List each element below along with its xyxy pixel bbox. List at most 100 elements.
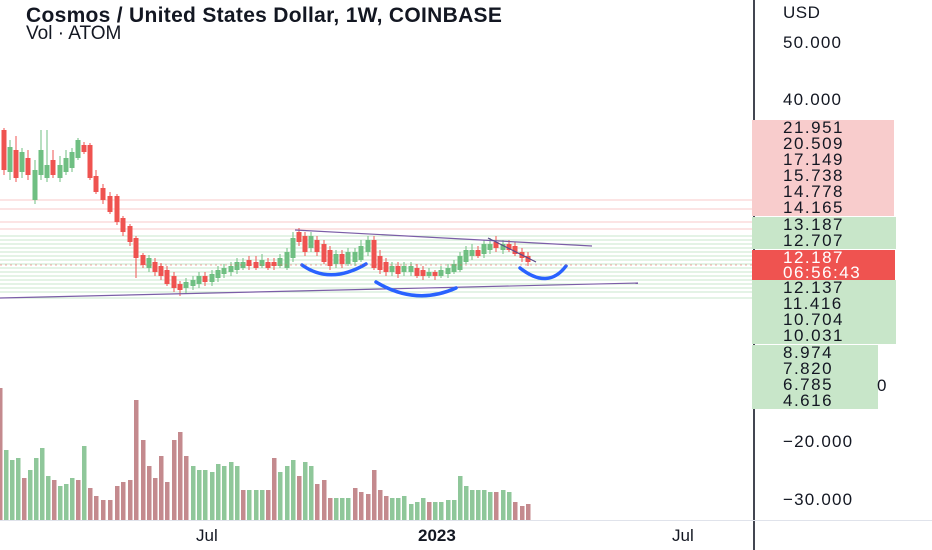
price-tick: 50.000 — [783, 33, 843, 52]
volume-bar — [526, 504, 531, 520]
candle-body — [183, 282, 189, 288]
candle-body — [158, 266, 164, 276]
volume-bar — [328, 498, 333, 520]
candle-body — [345, 252, 351, 264]
volume-bar — [4, 450, 9, 520]
candle-body — [445, 268, 451, 274]
candle-body — [19, 152, 25, 172]
current-price-badge[interactable]: 12.187 06:56:43 — [752, 248, 895, 281]
level-label-red[interactable]: 20.509 — [752, 135, 894, 152]
candle-body — [171, 276, 177, 288]
candle-body — [265, 262, 271, 268]
level-label-green[interactable]: 13.187 — [752, 216, 896, 233]
volume-bar — [101, 500, 106, 520]
volume-bar — [520, 506, 525, 520]
candle-body — [414, 268, 420, 276]
volume-bar — [272, 458, 277, 520]
volume-bar — [0, 388, 3, 520]
level-label-red[interactable]: 17.149 — [752, 151, 894, 168]
level-label-green[interactable]: 12.707 — [752, 232, 896, 249]
volume-bar — [254, 490, 259, 520]
candle-body — [146, 258, 152, 268]
level-label-green[interactable]: 12.137 — [752, 279, 896, 296]
candle-body — [100, 188, 106, 200]
volume-bar — [291, 460, 296, 520]
candle-body — [389, 266, 395, 272]
volume-bar — [70, 478, 75, 520]
volume-bar — [241, 490, 246, 520]
candle-body — [426, 272, 432, 276]
level-label-green[interactable]: 7.820 — [752, 360, 878, 377]
candle-body — [365, 240, 371, 252]
volume-bar — [446, 500, 451, 520]
candle-body — [271, 262, 277, 266]
volume-bar — [108, 500, 113, 520]
candle-body — [408, 266, 414, 272]
volume-bar — [315, 484, 320, 520]
current-price: 12.187 — [783, 248, 844, 267]
level-label-green[interactable]: 4.616 — [752, 392, 878, 409]
volume-bar — [76, 480, 81, 520]
volume-bar — [507, 492, 512, 520]
candle-body — [209, 274, 215, 282]
volume-bar — [247, 490, 252, 520]
currency-label[interactable]: USD — [783, 3, 821, 22]
level-label-green[interactable]: 8.974 — [752, 344, 878, 361]
volume-bar — [178, 432, 183, 520]
volume-bar — [334, 498, 339, 520]
candle-body — [107, 196, 113, 212]
volume-bar — [353, 488, 358, 520]
volume-bar — [421, 498, 426, 520]
volume-bar — [229, 462, 234, 520]
level-label-red[interactable]: 21.951 — [752, 119, 894, 136]
candle-body — [190, 280, 196, 286]
candle-body — [114, 196, 120, 222]
candle-body — [525, 256, 531, 262]
level-label-green[interactable]: 6.785 — [752, 376, 878, 393]
candle-body — [240, 262, 246, 268]
candle-body — [234, 262, 240, 270]
level-label-green[interactable]: 11.416 — [752, 295, 896, 312]
volume-bar — [64, 484, 69, 520]
candle-body — [221, 268, 227, 274]
volume-bar — [346, 498, 351, 520]
time-label: Jul — [196, 526, 218, 545]
candle-body — [401, 266, 407, 272]
volume-bar — [141, 440, 146, 520]
volume-bar — [172, 440, 177, 520]
candle-body — [140, 255, 146, 265]
candle-body — [13, 150, 19, 178]
candle-body — [75, 140, 81, 158]
chart-canvas[interactable] — [0, 0, 753, 550]
candle-body — [481, 244, 487, 254]
candle-body — [377, 256, 383, 270]
volume-bar — [322, 480, 327, 520]
volume-bar — [52, 480, 57, 520]
candle-body — [38, 150, 44, 175]
candle-body — [352, 252, 358, 262]
level-label-red[interactable]: 15.738 — [752, 167, 894, 184]
level-label-green[interactable]: 10.704 — [752, 311, 896, 328]
candle-body — [1, 130, 7, 170]
level-label-green[interactable]: 10.031 — [752, 327, 896, 344]
candle-body — [215, 270, 221, 278]
level-label-red[interactable]: 14.778 — [752, 183, 894, 200]
candle-body — [87, 145, 93, 178]
volume-bar — [303, 462, 308, 520]
volume-bar — [372, 470, 377, 520]
volume-bar — [128, 480, 133, 520]
volume-bar — [409, 504, 414, 520]
candle-body — [358, 246, 364, 260]
volume-bar — [159, 456, 164, 520]
candle-body — [308, 236, 314, 248]
volume-legend: Vol · ATOM — [26, 23, 122, 44]
candle-body — [164, 270, 170, 284]
time-label: Jul — [672, 526, 694, 545]
volume-bar — [94, 496, 99, 520]
volume-bar — [203, 470, 208, 520]
level-label-red[interactable]: 14.165 — [752, 199, 894, 216]
volume-bar — [297, 476, 302, 520]
candle-body — [493, 242, 499, 248]
candle-body — [152, 262, 158, 272]
volume-bar — [427, 502, 432, 520]
